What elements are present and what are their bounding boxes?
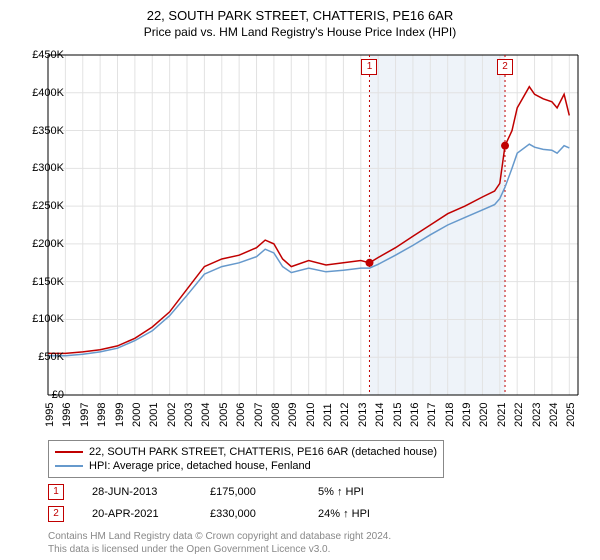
event-price: £175,000 [210, 486, 290, 498]
event-row: 1 28-JUN-2013 £175,000 5% ↑ HPI [48, 484, 578, 500]
y-tick-label: £50K [38, 351, 64, 363]
legend-label: 22, SOUTH PARK STREET, CHATTERIS, PE16 6… [89, 446, 437, 458]
legend-swatch [55, 465, 83, 467]
y-tick-label: £250K [32, 200, 64, 212]
chart-container: 22, SOUTH PARK STREET, CHATTERIS, PE16 6… [0, 0, 600, 560]
legend-label: HPI: Average price, detached house, Fenl… [89, 460, 311, 472]
footer-line-1: Contains HM Land Registry data © Crown c… [48, 530, 391, 543]
x-tick-label: 2021 [496, 403, 508, 427]
event-delta: 5% ↑ HPI [318, 486, 408, 498]
y-tick-label: £450K [32, 49, 64, 61]
y-tick-label: £150K [32, 276, 64, 288]
x-tick-label: 2002 [166, 403, 178, 427]
x-tick-label: 2019 [461, 403, 473, 427]
x-tick-label: 2017 [426, 403, 438, 427]
x-tick-label: 2022 [513, 403, 525, 427]
x-tick-label: 2025 [565, 403, 577, 427]
event-date: 20-APR-2021 [92, 508, 182, 520]
x-tick-label: 2012 [339, 403, 351, 427]
x-tick-label: 2009 [287, 403, 299, 427]
marker-badge: 1 [361, 59, 377, 75]
x-tick-label: 2023 [531, 403, 543, 427]
footer-line-2: This data is licensed under the Open Gov… [48, 543, 391, 556]
x-tick-label: 1999 [114, 403, 126, 427]
event-badge: 1 [48, 484, 64, 500]
legend-box: 22, SOUTH PARK STREET, CHATTERIS, PE16 6… [48, 440, 444, 478]
x-tick-label: 1997 [79, 403, 91, 427]
x-tick-label: 2004 [200, 403, 212, 427]
marker-badge: 2 [497, 59, 513, 75]
legend-swatch [55, 451, 83, 453]
chart-svg [48, 55, 578, 395]
x-tick-label: 2013 [357, 403, 369, 427]
y-tick-label: £100K [32, 313, 64, 325]
y-tick-label: £400K [32, 87, 64, 99]
legend-item: 22, SOUTH PARK STREET, CHATTERIS, PE16 6… [55, 445, 437, 459]
chart-plot-area [48, 55, 578, 395]
x-tick-label: 2010 [305, 403, 317, 427]
x-tick-label: 2008 [270, 403, 282, 427]
x-tick-label: 2011 [322, 403, 334, 427]
event-price: £330,000 [210, 508, 290, 520]
event-badge: 2 [48, 506, 64, 522]
legend-panel: 22, SOUTH PARK STREET, CHATTERIS, PE16 6… [48, 440, 578, 522]
x-tick-label: 2006 [235, 403, 247, 427]
event-date: 28-JUN-2013 [92, 486, 182, 498]
x-tick-label: 2000 [131, 403, 143, 427]
x-tick-label: 2016 [409, 403, 421, 427]
footer-attribution: Contains HM Land Registry data © Crown c… [48, 530, 391, 556]
y-tick-label: £350K [32, 125, 64, 137]
x-tick-label: 2007 [253, 403, 265, 427]
x-tick-label: 1995 [44, 403, 56, 427]
x-tick-label: 2015 [392, 403, 404, 427]
x-tick-label: 2003 [183, 403, 195, 427]
events-list: 1 28-JUN-2013 £175,000 5% ↑ HPI 2 20-APR-2021… [48, 484, 578, 522]
chart-title: 22, SOUTH PARK STREET, CHATTERIS, PE16 6… [0, 0, 600, 23]
x-tick-label: 2001 [148, 403, 160, 427]
x-tick-label: 2014 [374, 403, 386, 427]
x-tick-label: 2020 [478, 403, 490, 427]
chart-subtitle: Price paid vs. HM Land Registry's House … [0, 23, 600, 39]
x-tick-label: 2024 [548, 403, 560, 427]
y-tick-label: £300K [32, 162, 64, 174]
x-tick-label: 2018 [444, 403, 456, 427]
x-tick-label: 2005 [218, 403, 230, 427]
legend-item: HPI: Average price, detached house, Fenl… [55, 459, 437, 473]
x-tick-label: 1998 [96, 403, 108, 427]
y-tick-label: £200K [32, 238, 64, 250]
event-delta: 24% ↑ HPI [318, 508, 408, 520]
x-tick-label: 1996 [61, 403, 73, 427]
y-tick-label: £0 [52, 389, 64, 401]
event-row: 2 20-APR-2021 £330,000 24% ↑ HPI [48, 506, 578, 522]
